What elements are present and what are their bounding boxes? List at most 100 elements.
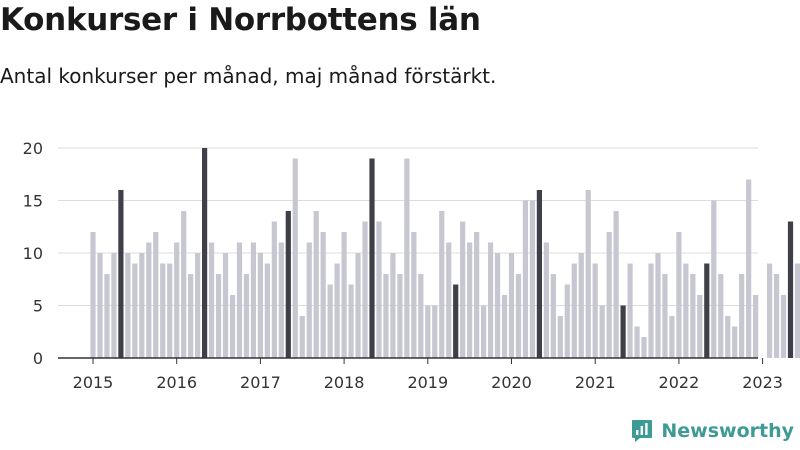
newsworthy-icon <box>632 420 653 442</box>
bar <box>529 200 536 358</box>
y-tick-label: 20 <box>23 139 43 158</box>
x-tick-label: 2021 <box>575 373 616 392</box>
bar <box>90 232 96 358</box>
bar <box>188 274 194 358</box>
bar <box>599 305 605 358</box>
bar <box>195 253 201 358</box>
bar <box>501 295 508 358</box>
bar <box>718 274 724 358</box>
bar <box>341 232 347 358</box>
bar <box>634 326 640 358</box>
bar <box>257 253 263 358</box>
bar <box>655 253 661 358</box>
x-axis: 2015201620172018201920202021202220232024 <box>58 357 783 392</box>
bar <box>487 242 494 358</box>
bar <box>780 295 787 358</box>
bar <box>676 232 682 358</box>
bar <box>467 242 473 358</box>
bar <box>766 263 773 358</box>
bar <box>362 221 368 358</box>
chart-subtitle: Antal konkurser per månad, maj månad för… <box>0 64 497 88</box>
bar <box>606 232 612 358</box>
bar <box>334 263 340 358</box>
y-tick-label: 10 <box>23 244 43 263</box>
bar <box>620 305 626 358</box>
bar <box>648 263 654 358</box>
bar <box>508 253 515 358</box>
bar <box>746 179 752 358</box>
bar <box>550 274 556 358</box>
newsworthy-logo: Newsworthy <box>631 419 794 443</box>
bar <box>494 253 501 358</box>
y-tick-label: 0 <box>33 349 43 368</box>
bar <box>369 158 375 358</box>
bar <box>683 263 689 358</box>
x-tick-label: 2019 <box>407 373 448 392</box>
bar <box>585 190 591 358</box>
bar <box>208 242 215 358</box>
x-tick-label: 2022 <box>659 373 700 392</box>
bar <box>271 221 277 358</box>
x-tick-label: 2020 <box>491 373 532 392</box>
bar <box>355 253 361 358</box>
bar <box>536 190 542 358</box>
bar <box>515 274 522 358</box>
bar <box>174 242 180 358</box>
y-axis-ticks: 0 5 10 15 20 <box>23 139 43 368</box>
bar <box>732 326 738 358</box>
bar <box>397 274 403 358</box>
bar <box>327 284 333 358</box>
bar <box>250 242 257 358</box>
bar <box>376 221 382 358</box>
bar <box>243 274 250 358</box>
bar <box>627 263 633 358</box>
bar <box>139 253 145 358</box>
x-tick-label: 2015 <box>73 373 114 392</box>
bars <box>90 148 800 358</box>
bar <box>669 316 675 358</box>
bar <box>229 295 236 358</box>
bar <box>202 148 208 358</box>
bar <box>787 221 794 358</box>
bar <box>125 253 131 358</box>
bar <box>711 200 717 358</box>
bar <box>474 232 480 358</box>
bar <box>522 200 529 358</box>
bar <box>662 274 668 358</box>
bar <box>97 253 103 358</box>
bar <box>725 316 731 358</box>
x-tick-label: 2018 <box>324 373 365 392</box>
bar <box>313 211 319 358</box>
bar <box>460 221 466 358</box>
bar <box>285 211 291 358</box>
bar <box>481 305 487 358</box>
bar <box>118 190 124 358</box>
x-tick-label: 2016 <box>156 373 197 392</box>
bar <box>794 263 800 358</box>
bar <box>773 274 780 358</box>
y-tick-label: 5 <box>33 297 43 316</box>
bar <box>153 232 159 358</box>
bar <box>613 211 619 358</box>
bar <box>739 274 745 358</box>
bar <box>557 316 563 358</box>
bar <box>704 263 710 358</box>
bar <box>390 253 396 358</box>
bar <box>160 263 166 358</box>
brand-name: Newsworthy <box>661 420 794 442</box>
bar <box>278 242 284 358</box>
bar <box>299 316 305 358</box>
bar <box>690 274 696 358</box>
bar <box>292 158 298 358</box>
bar <box>348 284 354 358</box>
bar <box>697 295 703 358</box>
bar <box>320 232 326 358</box>
bar <box>564 284 570 358</box>
bar <box>425 305 431 358</box>
bar <box>222 253 229 358</box>
bar <box>404 158 410 358</box>
bar <box>411 232 417 358</box>
bar <box>264 263 270 358</box>
bar <box>236 242 243 358</box>
